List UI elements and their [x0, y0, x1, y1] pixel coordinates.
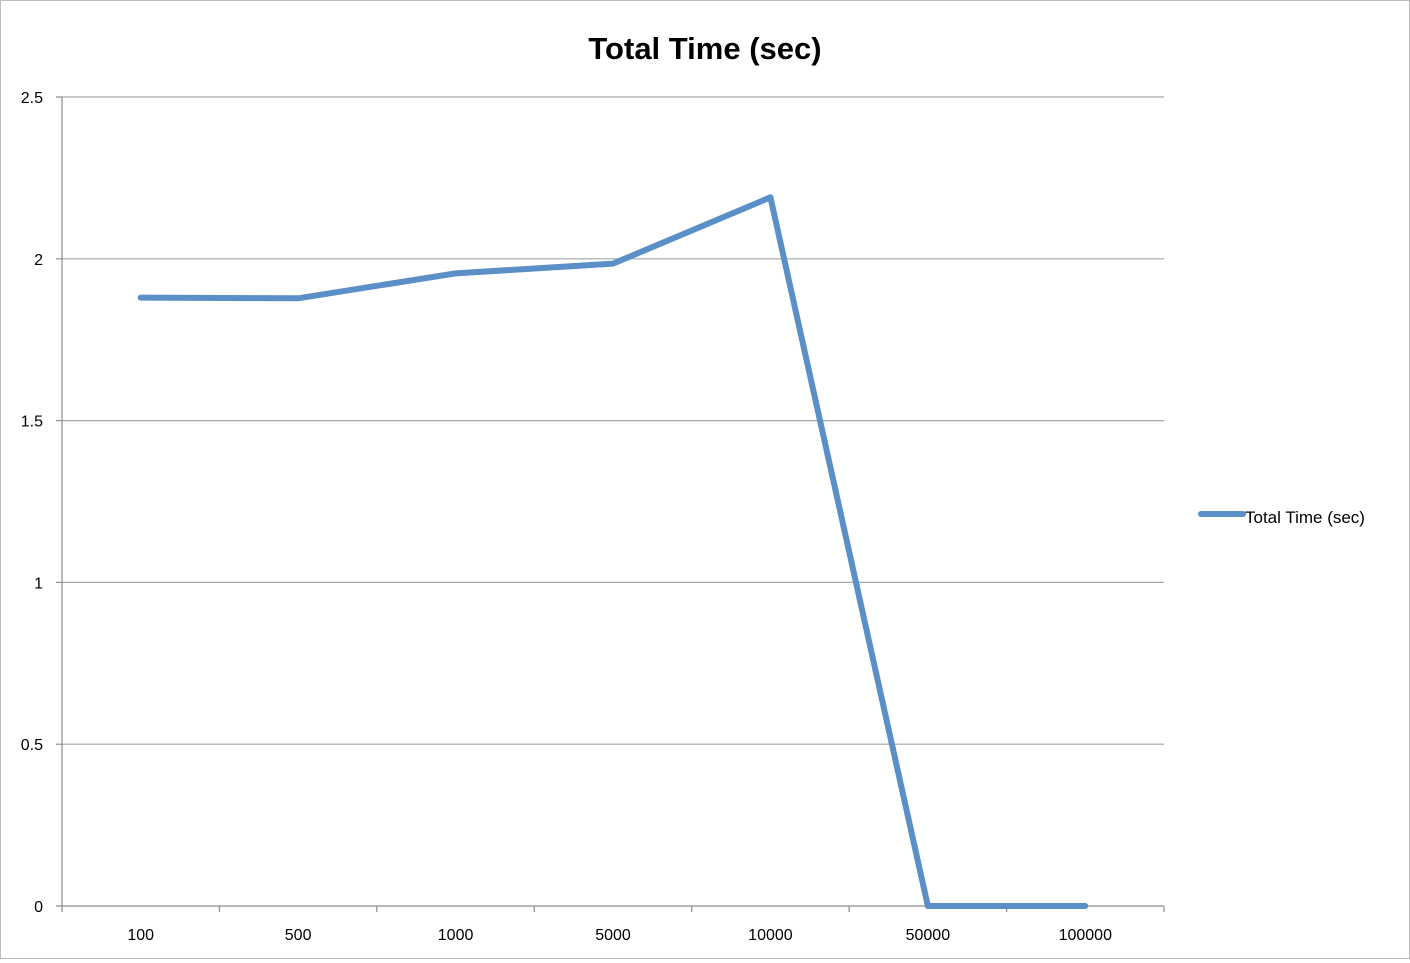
chart-title: Total Time (sec): [588, 31, 821, 66]
y-tick-label: 1: [34, 575, 43, 592]
y-tick-label: 2: [34, 252, 43, 269]
y-tick-label: 0: [34, 899, 43, 916]
x-tick-label: 100000: [1059, 927, 1112, 944]
axes: [61, 97, 1164, 907]
x-tick-label: 10000: [748, 927, 793, 944]
gridlines: [62, 96, 1164, 745]
x-axis-ticks: 100 500 1000 5000 10000 50000 100000: [61, 906, 1165, 944]
legend-label: Total Time (sec): [1245, 508, 1365, 527]
y-tick-label: 0.5: [21, 737, 43, 754]
y-axis-ticks: 0 0.5 1 1.5 2 2.5: [21, 90, 62, 916]
x-tick-label: 100: [127, 927, 154, 944]
y-tick-label: 2.5: [21, 90, 43, 107]
x-tick-label: 1000: [438, 927, 474, 944]
y-tick-label: 1.5: [21, 414, 43, 431]
series-line: [137, 194, 1089, 909]
x-tick-label: 5000: [595, 927, 631, 944]
legend: Total Time (sec): [1198, 508, 1365, 527]
series-layer: [137, 194, 1089, 909]
x-tick-label: 500: [285, 927, 312, 944]
x-tick-label: 50000: [906, 927, 951, 944]
